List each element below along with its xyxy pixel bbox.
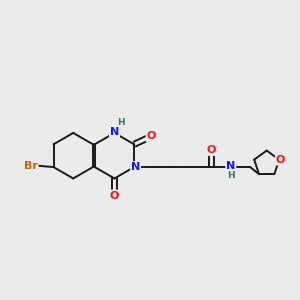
Text: O: O: [207, 145, 216, 155]
Text: N: N: [131, 162, 140, 172]
Text: O: O: [146, 131, 156, 141]
Text: N: N: [110, 127, 119, 136]
Text: H: H: [117, 118, 124, 127]
Text: N: N: [226, 161, 236, 172]
Text: O: O: [276, 154, 285, 165]
Text: Br: Br: [24, 160, 38, 171]
Text: O: O: [110, 190, 119, 200]
Text: H: H: [227, 171, 235, 180]
